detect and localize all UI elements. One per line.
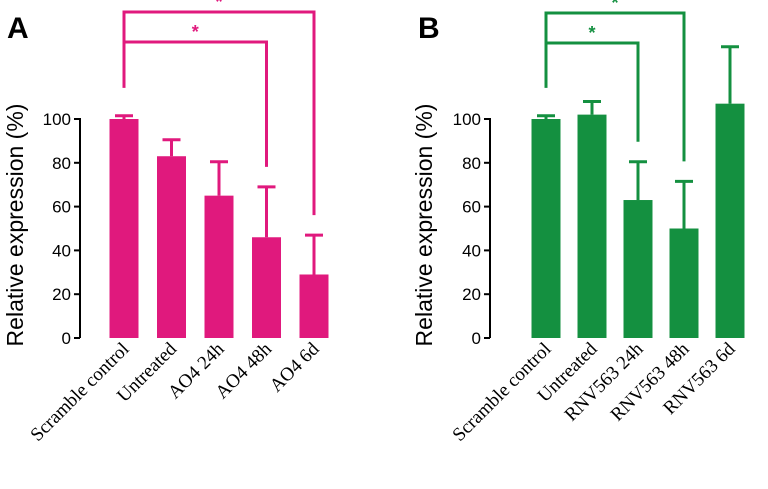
significance-star: * <box>215 0 222 12</box>
significance-bracket <box>122 40 268 167</box>
y-tick-label: 100 <box>453 110 481 129</box>
y-tick-label: 60 <box>52 198 71 217</box>
y-tick-label: 20 <box>462 285 481 304</box>
y-tick-label: 20 <box>52 285 71 304</box>
bar <box>531 119 561 338</box>
bar <box>204 195 234 338</box>
y-tick-label: 40 <box>52 241 71 260</box>
panel-letter: A <box>7 12 29 45</box>
significance-star: * <box>192 22 199 42</box>
bar <box>109 119 139 338</box>
bar <box>299 274 329 338</box>
y-tick-label: 80 <box>52 154 71 173</box>
significance-star: * <box>611 0 618 13</box>
y-tick-label: 100 <box>43 110 71 129</box>
y-tick-label: 0 <box>62 329 71 348</box>
y-tick-label: 60 <box>462 198 481 217</box>
y-tick-label: 0 <box>472 329 481 348</box>
bar <box>157 156 186 338</box>
y-axis-label: Relative expression (%) <box>2 104 28 347</box>
bar <box>623 200 653 338</box>
bar <box>252 237 281 338</box>
bar <box>577 114 607 339</box>
bar <box>669 228 699 338</box>
y-tick-label: 80 <box>462 154 481 173</box>
y-axis-label: Relative expression (%) <box>411 104 437 347</box>
y-tick-label: 40 <box>462 241 481 260</box>
significance-bracket <box>544 11 686 162</box>
bar <box>715 103 745 338</box>
significance-bracket <box>122 10 316 216</box>
panel-letter: B <box>418 12 440 45</box>
category-label: AO4 6d <box>266 338 324 396</box>
significance-star: * <box>588 23 595 43</box>
